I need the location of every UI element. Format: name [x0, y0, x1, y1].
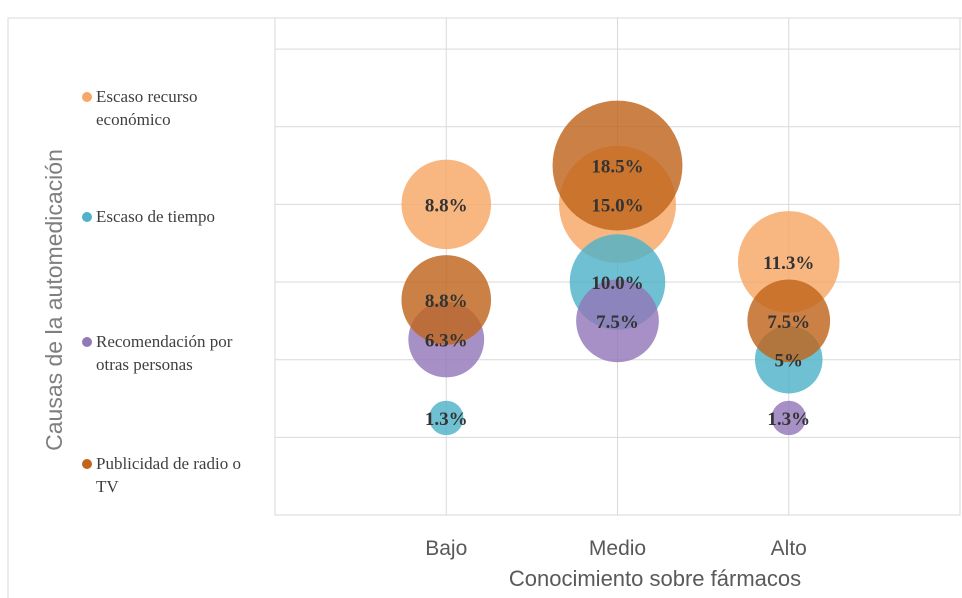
legend-entry: Escaso recurso económico	[82, 85, 266, 131]
legend-marker	[82, 337, 92, 347]
x-tick-label: Medio	[589, 537, 646, 560]
data-label: 1.3%	[425, 409, 468, 430]
data-label: 5%	[775, 351, 804, 372]
data-label: 8.8%	[425, 195, 468, 216]
bubble	[401, 159, 492, 250]
legend-label: Escaso de tiempo	[96, 207, 215, 226]
bubble	[747, 279, 831, 363]
legend-entry: Recomendación por otras personas	[82, 330, 266, 376]
legend-marker	[82, 212, 92, 222]
data-label: 11.3%	[763, 253, 814, 274]
data-label: 6.3%	[425, 330, 468, 351]
legend-label: Escaso recurso económico	[96, 87, 198, 129]
bubble	[737, 211, 840, 313]
legend-entry: Escaso de tiempo	[82, 205, 266, 228]
bubble	[401, 255, 492, 345]
data-label: 10.0%	[591, 273, 643, 294]
data-label: 7.5%	[767, 312, 810, 333]
legend-label: Recomendación por otras personas	[96, 332, 233, 374]
y-axis-title: Causas de la automedicación	[41, 149, 67, 451]
data-label: 7.5%	[596, 312, 639, 333]
x-axis-title: Conocimiento sobre fármacos	[509, 566, 801, 591]
legend-entry: Publicidad de radio o TV	[82, 452, 266, 498]
data-label: 8.8%	[425, 291, 468, 312]
bubble	[576, 279, 659, 363]
legend-marker	[82, 459, 92, 469]
bubble	[429, 400, 464, 436]
legend-label: Publicidad de radio o TV	[96, 454, 241, 496]
bubble	[552, 100, 683, 231]
legend-marker	[82, 92, 92, 102]
data-label: 18.5%	[591, 157, 643, 178]
data-label: 15.0%	[591, 195, 643, 216]
x-tick-label: Alto	[771, 537, 807, 560]
bubble	[771, 400, 806, 436]
x-tick-label: Bajo	[425, 537, 467, 560]
data-label: 1.3%	[767, 409, 810, 430]
